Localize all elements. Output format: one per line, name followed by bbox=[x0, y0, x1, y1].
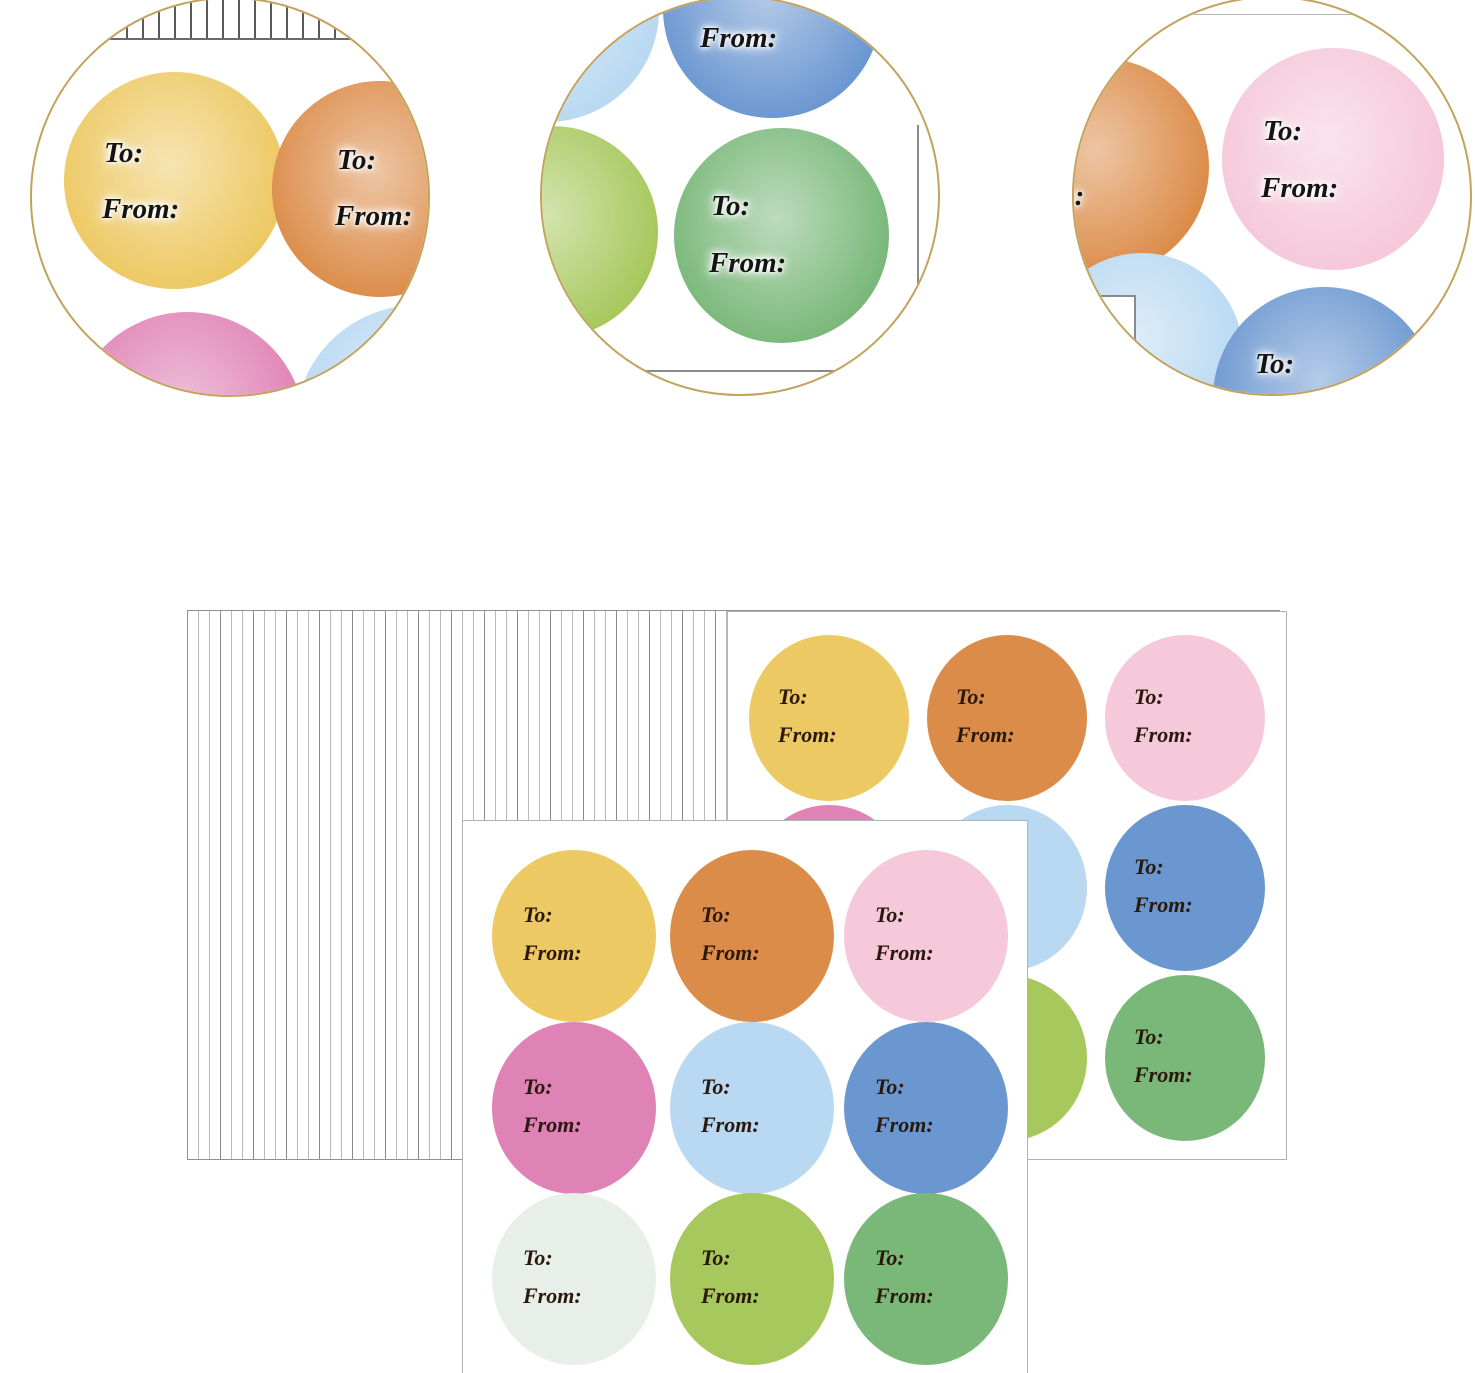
zoom-detail-circle-center: From: To: From: bbox=[540, 0, 940, 396]
from-label: From: bbox=[102, 193, 180, 225]
from-label: From: bbox=[700, 22, 778, 54]
magnified-sticker-orange bbox=[1074, 58, 1209, 276]
gift-tag-sticker-orange: To: From: bbox=[927, 635, 1087, 801]
gift-tag-sticker-yellow: To: From: bbox=[749, 635, 909, 801]
from-label: From: bbox=[875, 1283, 934, 1308]
from-label: From: bbox=[335, 200, 413, 232]
from-label: From: bbox=[1134, 722, 1193, 747]
from-label: From: bbox=[523, 1283, 582, 1308]
gift-tag-sticker-pink: To: From: bbox=[844, 850, 1008, 1022]
from-label: From: bbox=[709, 247, 787, 279]
magnified-sticker-orange bbox=[272, 81, 428, 297]
to-label: To: bbox=[875, 902, 905, 927]
gift-tag-sticker-green: To: From: bbox=[1105, 975, 1265, 1141]
gift-tag-sticker-lightblue: To: From: bbox=[670, 1022, 834, 1194]
from-label: From: bbox=[523, 940, 582, 965]
from-label-partial: From: bbox=[1074, 180, 1085, 212]
from-label: From: bbox=[1261, 172, 1339, 204]
to-label: To: bbox=[1255, 348, 1295, 380]
magnified-sheet-edge-line bbox=[917, 125, 919, 372]
from-label: From: bbox=[523, 1112, 582, 1137]
from-label: From: bbox=[778, 722, 837, 747]
magnified-sticker-yellow bbox=[63, 71, 285, 289]
gift-tag-sticker-blue: To: From: bbox=[844, 1022, 1008, 1194]
magnified-sheet-edge-line bbox=[632, 370, 919, 372]
gift-tag-sticker-blue: To: From: bbox=[1105, 805, 1265, 971]
magnified-sticker-green bbox=[673, 127, 889, 343]
magnified-sticker-lightgreen bbox=[542, 126, 658, 338]
magnified-sheet-edge-line bbox=[1194, 14, 1374, 15]
gift-tag-sticker-yellow: To: From: bbox=[492, 850, 656, 1022]
to-label: To: bbox=[104, 137, 144, 169]
to-label: To: bbox=[523, 1245, 553, 1270]
to-label: To: bbox=[956, 684, 986, 709]
magnified-sheet-corner bbox=[1097, 295, 1136, 341]
to-label: To: bbox=[1263, 115, 1303, 147]
gift-tag-sticker-magenta: To: From: bbox=[492, 1022, 656, 1194]
to-label: To: bbox=[875, 1245, 905, 1270]
from-label: From: bbox=[875, 1112, 934, 1137]
magnified-sticker-blue bbox=[663, 0, 881, 118]
gift-tag-sticker-pink: To: From: bbox=[1105, 635, 1265, 801]
from-label: From: bbox=[701, 1283, 760, 1308]
magnified-sticker-lightblue bbox=[294, 304, 428, 395]
to-label: To: bbox=[1134, 1024, 1164, 1049]
to-label: To: bbox=[1134, 684, 1164, 709]
to-label: To: bbox=[701, 1074, 731, 1099]
to-label: To: bbox=[701, 1245, 731, 1270]
to-label: To: bbox=[100, 369, 140, 397]
from-label: From: bbox=[701, 940, 760, 965]
magnified-sticker-lightblue bbox=[542, 0, 659, 122]
to-label: To: bbox=[523, 902, 553, 927]
gift-tag-sticker-lightgreen: To: From: bbox=[670, 1193, 834, 1365]
from-label: From: bbox=[956, 722, 1015, 747]
gift-tag-sticker-palegreen: To: From: bbox=[492, 1193, 656, 1365]
from-label: From: bbox=[1134, 892, 1193, 917]
zoom-detail-circle-right: From: To: From: To: bbox=[1072, 0, 1472, 396]
from-label: From: bbox=[1134, 1062, 1193, 1087]
to-label: To: bbox=[337, 144, 377, 176]
to-label: To: bbox=[875, 1074, 905, 1099]
gift-tag-sticker-orange: To: From: bbox=[670, 850, 834, 1022]
magnified-sticker-pink bbox=[1222, 48, 1444, 270]
to-label: To: bbox=[778, 684, 808, 709]
to-label: To: bbox=[1134, 854, 1164, 879]
zoom-detail-circle-left: To: From: To: From: To: bbox=[30, 0, 430, 397]
from-label: From: bbox=[701, 1112, 760, 1137]
magnified-sheet-left-edge bbox=[32, 265, 41, 395]
to-label: To: bbox=[701, 902, 731, 927]
gift-tag-sticker-green: To: From: bbox=[844, 1193, 1008, 1365]
from-label: From: bbox=[875, 940, 934, 965]
magnified-sheet-stack-edge bbox=[32, 0, 428, 40]
to-label: To: bbox=[711, 190, 751, 222]
to-label: To: bbox=[523, 1074, 553, 1099]
magnified-sticker-blue bbox=[1213, 287, 1435, 394]
front-sticker-sheet: To: From: To: From: To: From: To: From: To: From:… bbox=[462, 820, 1028, 1373]
